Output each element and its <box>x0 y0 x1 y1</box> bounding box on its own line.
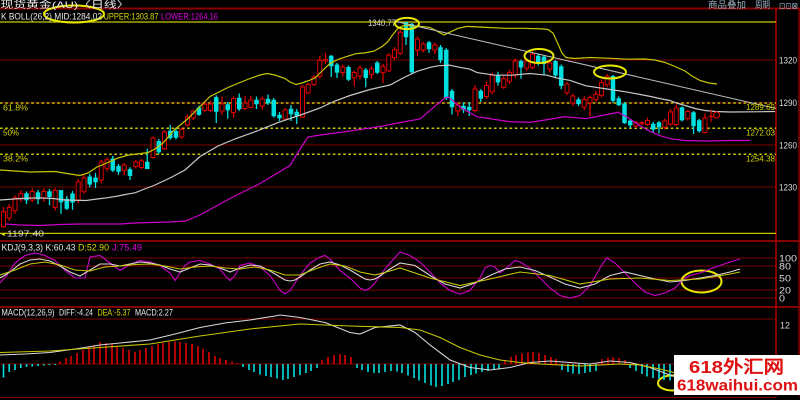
svg-text:UPPER:1303.87: UPPER:1303.87 <box>104 12 159 22</box>
svg-text:1197.40: 1197.40 <box>7 229 44 239</box>
svg-text:1254.38: 1254.38 <box>746 154 775 164</box>
svg-text:1272.03: 1272.03 <box>746 128 775 138</box>
svg-text:DEA:-5.37: DEA:-5.37 <box>98 308 131 318</box>
svg-text:61.8%: 61.8% <box>3 103 28 113</box>
svg-text:618waihui.com: 618waihui.com <box>677 378 798 395</box>
svg-text:K BOLL(26,2) MID:1284.02: K BOLL(26,2) MID:1284.02 <box>1 12 102 22</box>
svg-text:618外汇网: 618外汇网 <box>689 357 784 377</box>
svg-text:12: 12 <box>780 321 790 332</box>
svg-text:MACD:2.27: MACD:2.27 <box>135 308 173 318</box>
svg-text:J:75.49: J:75.49 <box>112 243 142 253</box>
svg-text:1289.69: 1289.69 <box>746 102 775 112</box>
svg-text:KDJ(9,3,3) K:60.43: KDJ(9,3,3) K:60.43 <box>2 243 76 253</box>
svg-text:80: 80 <box>779 262 791 273</box>
svg-text:现货黄金(AU)〈日线〉: 现货黄金(AU)〈日线〉 <box>1 0 130 11</box>
svg-text:1230: 1230 <box>779 183 797 194</box>
svg-text:100: 100 <box>779 254 797 265</box>
svg-text:MACD(12,26,9): MACD(12,26,9) <box>2 308 55 318</box>
svg-text:0: 0 <box>779 294 785 305</box>
svg-text:商品叠加: 商品叠加 <box>708 0 746 10</box>
svg-text:DIFF:-4.24: DIFF:-4.24 <box>59 308 93 318</box>
svg-text:38.2%: 38.2% <box>3 154 28 164</box>
svg-text:D:52.90: D:52.90 <box>78 243 109 253</box>
svg-text:◄: ◄ <box>0 232 6 238</box>
svg-text:50: 50 <box>779 274 791 285</box>
svg-text:1260: 1260 <box>779 141 797 152</box>
svg-text:1340.77: 1340.77 <box>368 18 396 28</box>
svg-text:⊡⊡⊠: ⊡⊡⊠ <box>779 2 798 11</box>
svg-text:1290: 1290 <box>779 98 797 109</box>
svg-text:周期: 周期 <box>755 0 770 10</box>
svg-text:LOWER:1264.16: LOWER:1264.16 <box>161 12 218 22</box>
svg-text:50%: 50% <box>3 128 19 138</box>
svg-text:1320: 1320 <box>779 56 797 67</box>
svg-text:20: 20 <box>779 286 791 297</box>
